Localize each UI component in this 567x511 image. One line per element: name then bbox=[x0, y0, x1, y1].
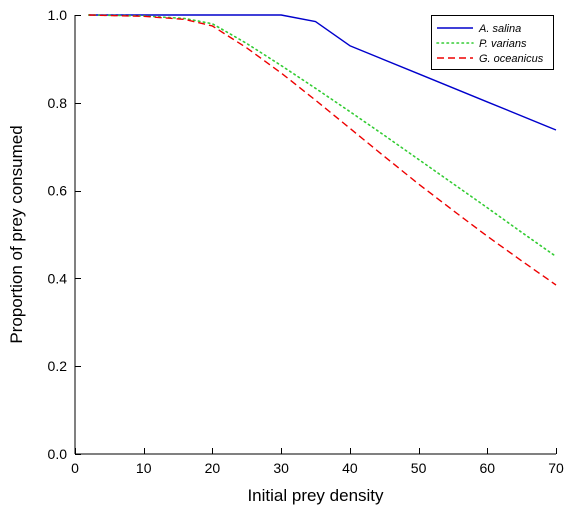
x-tick-label: 20 bbox=[205, 460, 221, 476]
x-tick-label: 30 bbox=[273, 460, 289, 476]
x-axis-title: Initial prey density bbox=[247, 486, 384, 505]
legend-label: A. salina bbox=[478, 23, 521, 35]
y-tick-label: 0.4 bbox=[48, 270, 68, 286]
x-tick-label: 0 bbox=[71, 460, 79, 476]
y-tick-label: 0.6 bbox=[48, 183, 68, 199]
y-axis-ticks: 0.0 0.2 0.4 0.6 0.8 1.0 bbox=[48, 7, 81, 462]
legend-label: G. oceanicus bbox=[479, 53, 544, 65]
y-tick-label: 1.0 bbox=[48, 7, 68, 23]
x-tick-label: 60 bbox=[479, 460, 495, 476]
legend-label: P. varians bbox=[479, 38, 527, 50]
x-tick-label: 40 bbox=[342, 460, 358, 476]
series-line-g-oceanicus bbox=[88, 14, 557, 286]
y-tick-label: 0.8 bbox=[48, 95, 68, 111]
x-axis-ticks: 0 10 20 30 40 50 60 70 bbox=[71, 448, 564, 476]
legend: A. salina P. varians G. oceanicus bbox=[431, 15, 554, 70]
y-axis-title: Proportion of prey consumed bbox=[7, 125, 26, 343]
series-line-p-varians bbox=[87, 14, 557, 258]
axes bbox=[74, 15, 556, 455]
series-line-a-salina bbox=[88, 14, 557, 131]
y-tick-label: 0.2 bbox=[48, 358, 68, 374]
y-tick-label: 0.0 bbox=[48, 446, 68, 462]
series-lines bbox=[87, 14, 557, 286]
x-tick-label: 50 bbox=[411, 460, 427, 476]
x-tick-label: 70 bbox=[548, 460, 564, 476]
x-tick-label: 10 bbox=[136, 460, 152, 476]
